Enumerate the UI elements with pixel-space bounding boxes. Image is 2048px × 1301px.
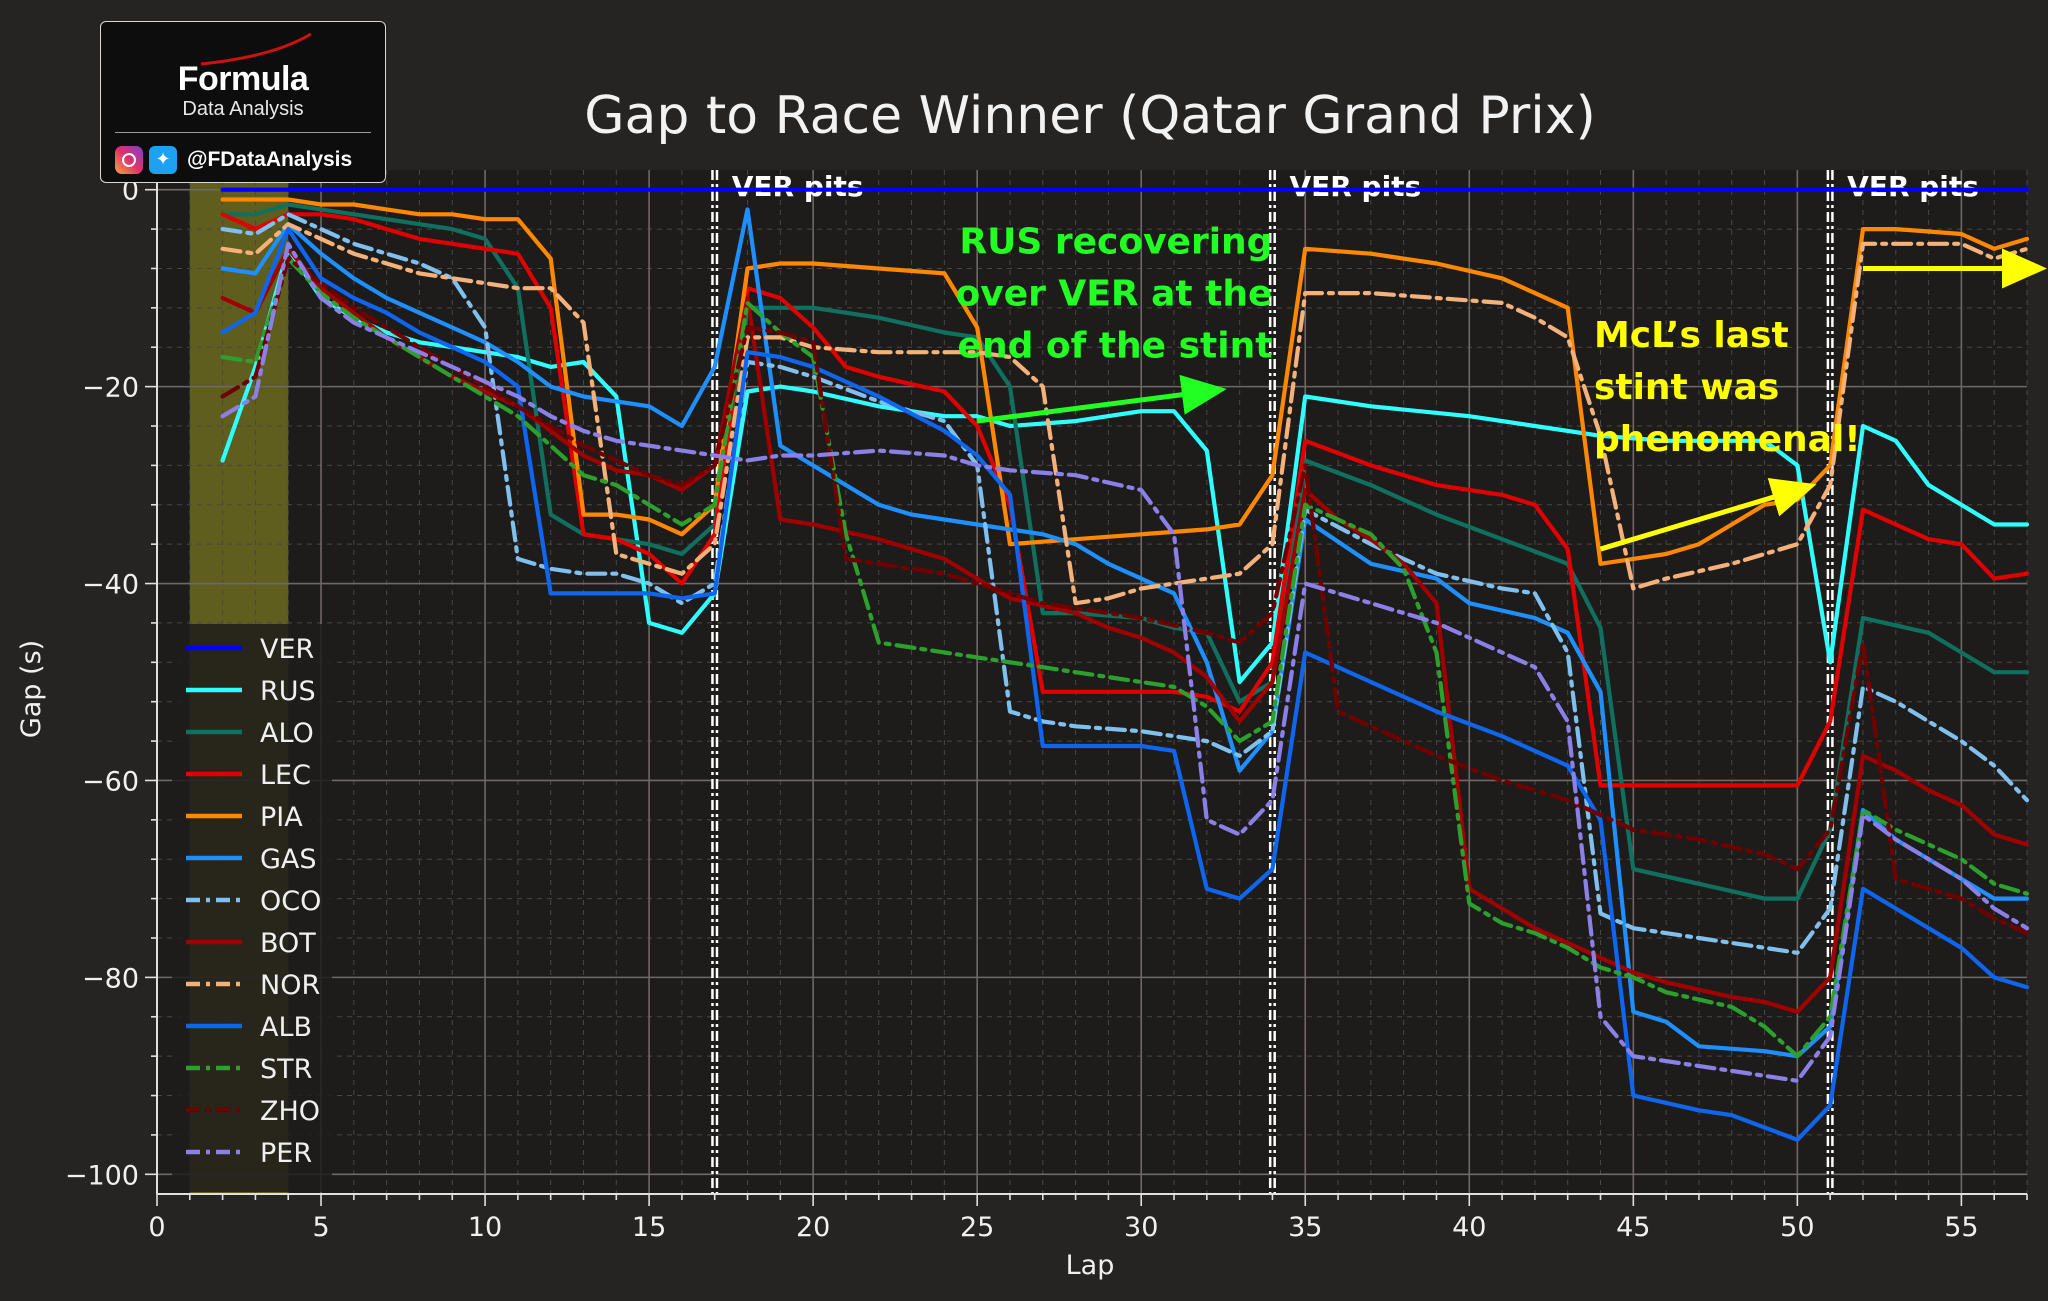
y-tick-label: −20	[82, 373, 139, 404]
annotations: RUS recovering over VER at the end of the …	[956, 222, 2047, 552]
x-tick-label: 50	[1780, 1212, 1814, 1243]
annotation-text: phenomenal!	[1594, 419, 1861, 460]
x-tick-label: 45	[1616, 1212, 1650, 1243]
legend-label: GAS	[260, 844, 317, 875]
pit-label: VER pits	[1289, 170, 1421, 203]
legend-label: ALO	[260, 718, 314, 749]
x-tick-label: 55	[1944, 1212, 1978, 1243]
annotation-text: RUS recovering	[959, 222, 1272, 263]
chart-title: Gap to Race Winner (Qatar Grand Prix)	[584, 86, 1596, 146]
annotation-text: end of the stint	[958, 326, 1273, 367]
plot-area	[157, 170, 2027, 1194]
series-nor	[220, 222, 2030, 606]
x-tick-label: 25	[960, 1212, 994, 1243]
social-handle[interactable]: @FDataAnalysis	[187, 148, 353, 171]
y-axis-label: Gap (s)	[16, 640, 47, 738]
legend-label: RUS	[260, 676, 316, 707]
annotation-text: McL’s last	[1594, 315, 1789, 356]
brand-logo: Formula Data Analysis ✦ @FDataAnalysis	[100, 21, 386, 183]
series-bot	[220, 246, 2030, 1014]
series-lines	[220, 187, 2030, 1142]
x-tick-label: 10	[468, 1212, 502, 1243]
legend-box	[172, 624, 332, 1192]
pit-label: VER pits	[1847, 170, 1979, 203]
legend-label: BOT	[260, 928, 316, 959]
y-tick-label: 0	[122, 176, 139, 207]
legend-label: OCO	[260, 886, 321, 917]
series-oco	[220, 212, 2030, 955]
annotation-arrow	[976, 374, 1227, 424]
x-tick-label: 35	[1288, 1212, 1322, 1243]
y-tick-label: −60	[82, 766, 139, 797]
series-zho	[220, 256, 2030, 936]
annotation-text: over VER at the	[956, 274, 1273, 315]
logo-subtitle: Data Analysis	[182, 98, 304, 120]
social-row: ✦ @FDataAnalysis	[115, 144, 352, 176]
pit-label: VER pits	[732, 170, 864, 203]
x-tick-label: 20	[796, 1212, 830, 1243]
instagram-icon[interactable]	[115, 146, 143, 174]
x-tick-label: 5	[312, 1212, 329, 1243]
series-gas	[220, 207, 2030, 1059]
legend-label: LEC	[260, 760, 311, 791]
legend-label: ZHO	[260, 1096, 320, 1127]
series-pia	[220, 197, 2030, 566]
twitter-icon[interactable]: ✦	[149, 146, 177, 174]
pit-markers: VER pits VER pits VER pits	[711, 170, 1979, 1194]
axes: 0 5 10 15 20 25 30 35 40 45 50 55 0 −20 −40 −60 −80 −100	[65, 170, 2028, 1243]
series-alb	[220, 227, 2030, 1142]
swoosh-icon	[200, 32, 312, 66]
series-per	[220, 241, 2030, 1083]
legend-label: PIA	[260, 802, 303, 833]
legend-label: PER	[260, 1138, 312, 1169]
legend-label: ALB	[260, 1012, 312, 1043]
logo-divider	[115, 132, 371, 133]
series-alo	[220, 202, 2030, 901]
y-tick-label: −100	[65, 1160, 139, 1191]
x-axis-label: Lap	[1066, 1250, 1115, 1281]
plot-background	[157, 170, 2027, 1194]
annotation-arrow	[1599, 478, 1817, 552]
legend-label: NOR	[260, 970, 320, 1001]
x-tick-label: 30	[1124, 1212, 1158, 1243]
legend: VER RUS ALO LEC PIA GAS OCO BOT NOR ALB STR ZHO PER	[172, 624, 332, 1192]
y-tick-label: −80	[82, 963, 139, 994]
legend-label: VER	[260, 634, 314, 665]
logo-brand: Formula	[177, 60, 309, 98]
x-tick-label: 40	[1452, 1212, 1486, 1243]
x-tick-label: 15	[632, 1212, 666, 1243]
legend-label: STR	[260, 1054, 312, 1085]
annotation-text: stint was	[1594, 367, 1779, 408]
x-tick-label: 0	[148, 1212, 165, 1243]
series-str	[220, 256, 2030, 1059]
y-tick-label: −40	[82, 570, 139, 601]
